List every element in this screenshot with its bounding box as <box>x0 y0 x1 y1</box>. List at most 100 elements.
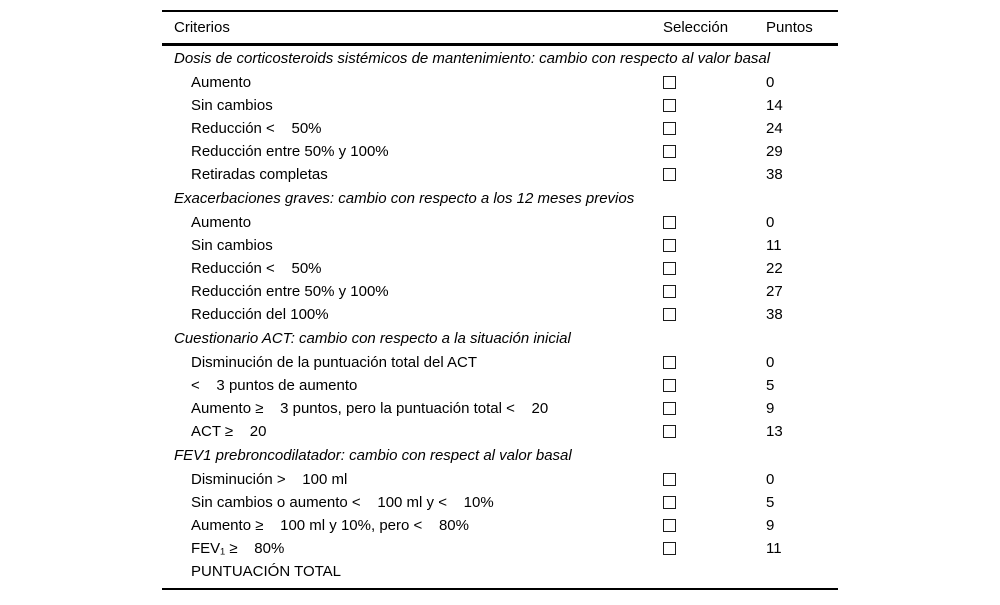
selection-checkbox[interactable] <box>663 284 676 298</box>
selection-checkbox[interactable] <box>663 215 676 229</box>
criteria-label: < 3 puntos de aumento <box>191 376 358 394</box>
points-value: 22 <box>766 259 783 277</box>
criteria-label: Reducción del 100% <box>191 305 329 323</box>
selection-checkbox[interactable] <box>663 541 676 555</box>
selection-cell <box>663 144 766 158</box>
table-row: Reducción del 100% 38 <box>162 303 838 326</box>
criteria-label: Reducción entre 50% y 100% <box>191 142 389 160</box>
criteria-label: Aumento <box>191 73 252 91</box>
selection-cell <box>663 98 766 112</box>
criteria-label: Reducción entre 50% y 100% <box>191 282 389 300</box>
points-value: 24 <box>766 119 783 137</box>
criteria-label: Sin cambios <box>191 236 273 254</box>
criteria-label: Sin cambios o aumento < 100 ml y < 10% <box>191 493 494 511</box>
points-value: 0 <box>766 213 775 231</box>
section-title: Cuestionario ACT: cambio con respecto a … <box>174 329 571 347</box>
table-row: Reducción < 50% 24 <box>162 117 838 140</box>
table-row: Sin cambios 14 <box>162 94 838 117</box>
table-row: ACT ≥ 20 13 <box>162 420 838 443</box>
selection-cell <box>663 167 766 181</box>
criteria-label: Disminución de la puntuación total del A… <box>191 353 477 371</box>
selection-cell <box>663 541 766 555</box>
selection-cell <box>663 215 766 229</box>
selection-cell <box>663 518 766 532</box>
column-header-points: Puntos <box>766 19 813 36</box>
selection-checkbox[interactable] <box>663 378 676 392</box>
criteria-label: Aumento ≥ 3 puntos, pero la puntuación t… <box>191 399 549 417</box>
selection-checkbox[interactable] <box>663 121 676 135</box>
selection-cell <box>663 472 766 486</box>
selection-cell <box>663 401 766 415</box>
criteria-label: Aumento <box>191 213 252 231</box>
points-value: 38 <box>766 165 783 183</box>
selection-checkbox[interactable] <box>663 144 676 158</box>
table-row: Disminución de la puntuación total del A… <box>162 351 838 374</box>
selection-checkbox[interactable] <box>663 518 676 532</box>
points-value: 5 <box>766 493 775 511</box>
selection-checkbox[interactable] <box>663 167 676 181</box>
points-value: 5 <box>766 376 775 394</box>
table-row: Aumento ≥ 100 ml y 10%, pero < 80% 9 <box>162 514 838 537</box>
table-row: Retiradas completas 38 <box>162 163 838 186</box>
criteria-label: Retiradas completas <box>191 165 328 183</box>
table-row: Reducción entre 50% y 100% 29 <box>162 140 838 163</box>
selection-cell <box>663 355 766 369</box>
selection-checkbox[interactable] <box>663 98 676 112</box>
table-row: Disminución > 100 ml 0 <box>162 468 838 491</box>
points-value: 0 <box>766 73 775 91</box>
criteria-label: FEV₁ ≥ 80% <box>191 539 285 557</box>
points-value: 11 <box>766 539 782 557</box>
points-value: 38 <box>766 305 783 323</box>
selection-cell <box>663 495 766 509</box>
selection-checkbox[interactable] <box>663 75 676 89</box>
table-row: FEV₁ ≥ 80% 11 <box>162 537 838 560</box>
selection-checkbox[interactable] <box>663 424 676 438</box>
selection-cell <box>663 424 766 438</box>
table-row: Sin cambios o aumento < 100 ml y < 10% 5 <box>162 491 838 514</box>
criteria-label: Disminución > 100 ml <box>191 470 348 488</box>
selection-checkbox[interactable] <box>663 472 676 486</box>
selection-cell <box>663 307 766 321</box>
section-title: Exacerbaciones graves: cambio con respec… <box>174 189 635 207</box>
selection-cell <box>663 284 766 298</box>
criteria-label: Sin cambios <box>191 96 273 114</box>
table-row: Reducción entre 50% y 100% 27 <box>162 280 838 303</box>
points-value: 9 <box>766 516 775 534</box>
points-value: 0 <box>766 353 775 371</box>
table-row: Aumento 0 <box>162 71 838 94</box>
criteria-label: ACT ≥ 20 <box>191 422 267 440</box>
selection-checkbox[interactable] <box>663 495 676 509</box>
table-rule-header <box>162 43 838 46</box>
selection-checkbox[interactable] <box>663 238 676 252</box>
selection-cell <box>663 378 766 392</box>
points-value: 0 <box>766 470 775 488</box>
table-row: < 3 puntos de aumento 5 <box>162 374 838 397</box>
selection-checkbox[interactable] <box>663 401 676 415</box>
selection-checkbox[interactable] <box>663 261 676 275</box>
points-value: 13 <box>766 422 783 440</box>
criteria-label: Aumento ≥ 100 ml y 10%, pero < 80% <box>191 516 469 534</box>
points-value: 11 <box>766 236 782 254</box>
table-row: PUNTUACIÓN TOTAL <box>162 560 838 583</box>
table-body: Dosis de corticosteroids sistémicos de m… <box>162 46 838 583</box>
selection-cell <box>663 238 766 252</box>
selection-checkbox[interactable] <box>663 355 676 369</box>
table-header-row: Criterios Selección Puntos <box>162 12 838 43</box>
selection-cell <box>663 261 766 275</box>
section-title: FEV1 prebroncodilatador: cambio con resp… <box>174 446 572 464</box>
points-value: 27 <box>766 282 783 300</box>
selection-cell <box>663 121 766 135</box>
selection-cell <box>663 75 766 89</box>
criteria-label: PUNTUACIÓN TOTAL <box>191 562 342 580</box>
table-row: Aumento ≥ 3 puntos, pero la puntuación t… <box>162 397 838 420</box>
criteria-label: Reducción < 50% <box>191 119 322 137</box>
section-title: Dosis de corticosteroids sistémicos de m… <box>174 49 771 67</box>
score-table: Criterios Selección Puntos Dosis de cort… <box>162 10 838 590</box>
column-header-selection: Selección <box>663 19 729 36</box>
column-header-criteria: Criterios <box>174 19 230 36</box>
selection-checkbox[interactable] <box>663 307 676 321</box>
table-row: Aumento 0 <box>162 211 838 234</box>
table-row: Reducción < 50% 22 <box>162 257 838 280</box>
table-rule-bottom <box>162 587 838 590</box>
criteria-label: Reducción < 50% <box>191 259 322 277</box>
